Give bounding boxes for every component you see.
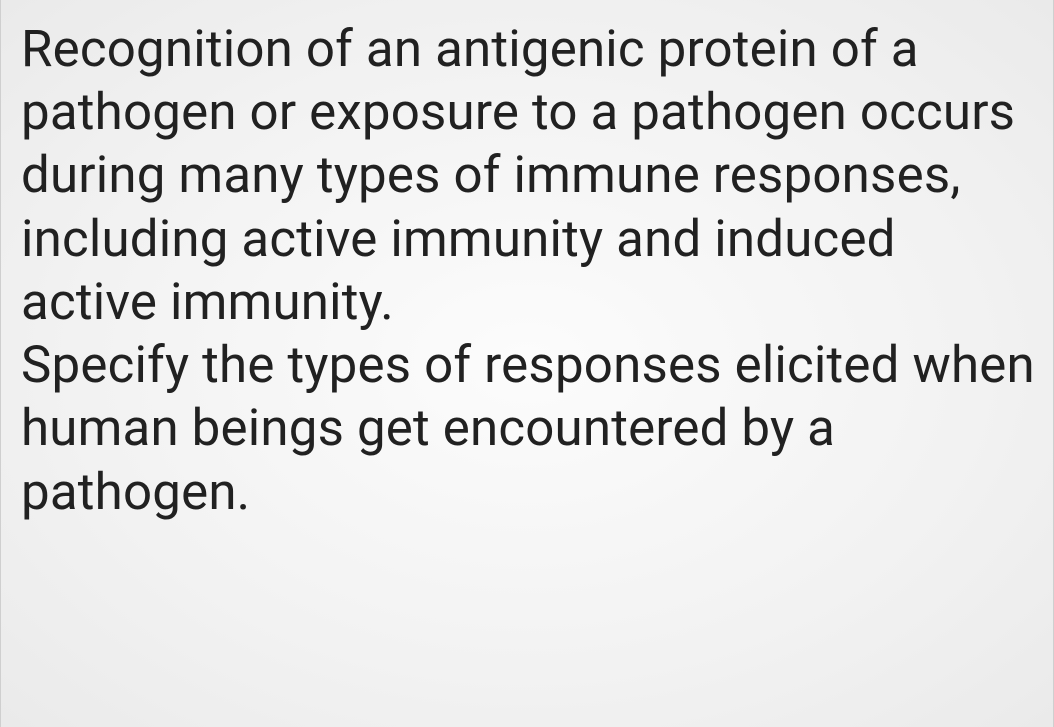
- question-context-paragraph: Recognition of an antigenic protein of a…: [21, 18, 1041, 334]
- question-prompt-paragraph: Specify the types of responses elicited …: [21, 334, 1041, 524]
